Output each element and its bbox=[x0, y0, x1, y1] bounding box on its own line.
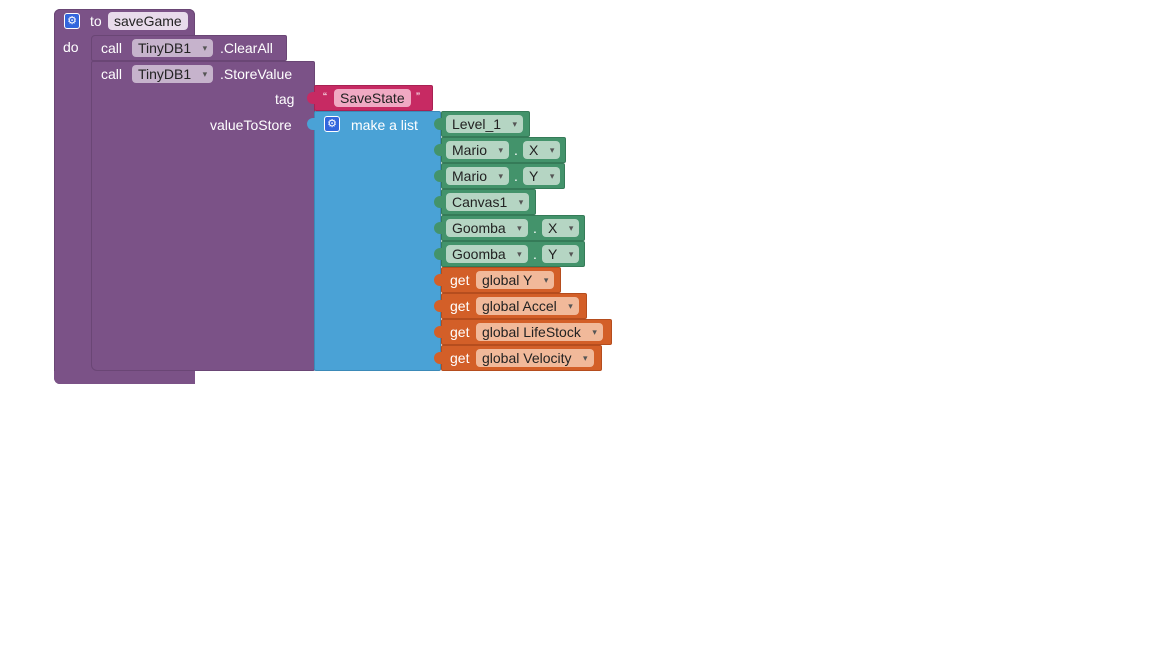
keyword-do: do bbox=[63, 39, 79, 55]
property-name: X bbox=[529, 142, 539, 158]
list-item-connector bbox=[434, 196, 442, 208]
component-dropdown[interactable]: Goomba ▾ bbox=[446, 219, 528, 237]
component-dropdown[interactable]: Level_1 ▾ bbox=[446, 115, 524, 133]
property-name: Y bbox=[529, 168, 539, 184]
gear-icon[interactable]: ⚙ bbox=[324, 116, 340, 132]
component-name: Mario bbox=[452, 168, 488, 184]
list-item-connector bbox=[434, 222, 442, 234]
list-item-connector bbox=[434, 326, 442, 338]
get-keyword: get bbox=[450, 298, 470, 314]
property-dot: . bbox=[514, 168, 518, 184]
list-item-connector bbox=[434, 170, 442, 182]
storevalue-component-dropdown[interactable]: TinyDB1 ▾ bbox=[132, 65, 214, 83]
list-item-connector bbox=[434, 118, 442, 130]
clearall-call-keyword: call bbox=[101, 40, 123, 56]
component-name: Goomba bbox=[452, 220, 506, 236]
list-item-connector bbox=[434, 274, 442, 286]
chevron-down-icon: ▾ bbox=[517, 249, 522, 259]
list-item-connector bbox=[434, 300, 442, 312]
chevron-down-icon: ▾ bbox=[568, 301, 573, 311]
chevron-down-icon: ▾ bbox=[543, 275, 549, 285]
variable-name: global Accel bbox=[482, 298, 557, 314]
variable-dropdown[interactable]: global Accel ▾ bbox=[476, 297, 579, 315]
gear-icon[interactable]: ⚙ bbox=[64, 13, 80, 29]
chevron-down-icon: ▾ bbox=[549, 145, 555, 155]
variable-dropdown[interactable]: global Y ▾ bbox=[476, 271, 555, 289]
procedure-name-field[interactable]: saveGame bbox=[108, 12, 188, 30]
component-dropdown[interactable]: Goomba ▾ bbox=[446, 245, 528, 263]
get-keyword: get bbox=[450, 350, 470, 366]
chevron-down-icon: ▾ bbox=[592, 327, 597, 337]
storevalue-method: .StoreValue bbox=[220, 66, 293, 82]
value-to-store-label: valueToStore bbox=[210, 117, 292, 133]
chevron-down-icon: ▾ bbox=[549, 171, 555, 181]
variable-name: global Velocity bbox=[482, 350, 572, 366]
property-dropdown[interactable]: Y ▾ bbox=[523, 167, 561, 185]
property-dot: . bbox=[533, 246, 537, 262]
property-dropdown[interactable]: X ▾ bbox=[523, 141, 561, 159]
chevron-down-icon: ▾ bbox=[568, 223, 574, 233]
property-name: Y bbox=[548, 246, 558, 262]
clearall-method: .ClearAll bbox=[220, 40, 273, 56]
tag-label: tag bbox=[275, 91, 295, 107]
chevron-down-icon: ▾ bbox=[202, 69, 208, 79]
make-a-list-connector bbox=[307, 118, 315, 130]
variable-name: global Y bbox=[482, 272, 533, 288]
storevalue-call-keyword: call bbox=[101, 66, 123, 82]
chevron-down-icon: ▾ bbox=[498, 171, 504, 181]
chevron-down-icon: ▾ bbox=[568, 249, 574, 259]
list-item-connector bbox=[434, 248, 442, 260]
close-quote: ” bbox=[416, 90, 420, 104]
component-name: Level_1 bbox=[452, 116, 502, 132]
variable-dropdown[interactable]: global Velocity ▾ bbox=[476, 349, 594, 367]
get-keyword: get bbox=[450, 272, 470, 288]
chevron-down-icon: ▾ bbox=[517, 223, 522, 233]
make-a-list-label: make a list bbox=[351, 117, 418, 133]
variable-name: global LifeStock bbox=[482, 324, 581, 340]
component-dropdown[interactable]: Mario ▾ bbox=[446, 141, 510, 159]
chevron-down-icon: ▾ bbox=[582, 353, 588, 363]
get-keyword: get bbox=[450, 324, 470, 340]
text-block-connector bbox=[307, 92, 315, 104]
chevron-down-icon: ▾ bbox=[202, 43, 208, 53]
component-dropdown[interactable]: Mario ▾ bbox=[446, 167, 510, 185]
open-quote: “ bbox=[323, 90, 327, 104]
variable-dropdown[interactable]: global LifeStock ▾ bbox=[476, 323, 603, 341]
make-a-list-block[interactable] bbox=[314, 111, 441, 371]
component-dropdown[interactable]: Canvas1 ▾ bbox=[446, 193, 530, 211]
property-dropdown[interactable]: Y ▾ bbox=[542, 245, 580, 263]
text-value-field[interactable]: SaveState bbox=[334, 89, 411, 107]
list-item-connector bbox=[434, 144, 442, 156]
chevron-down-icon: ▾ bbox=[512, 119, 518, 129]
procedure-name: saveGame bbox=[114, 13, 182, 29]
keyword-to: to bbox=[90, 13, 102, 29]
property-dropdown[interactable]: X ▾ bbox=[542, 219, 580, 237]
chevron-down-icon: ▾ bbox=[518, 197, 524, 207]
storevalue-block[interactable] bbox=[91, 61, 315, 371]
component-name: Mario bbox=[452, 142, 488, 158]
list-item-connector bbox=[434, 352, 442, 364]
procedure-bottom-bar bbox=[54, 371, 195, 384]
component-name: Canvas1 bbox=[452, 194, 508, 210]
text-value: SaveState bbox=[340, 90, 405, 106]
chevron-down-icon: ▾ bbox=[498, 145, 504, 155]
clearall-component: TinyDB1 bbox=[138, 40, 192, 56]
property-dot: . bbox=[514, 142, 518, 158]
clearall-component-dropdown[interactable]: TinyDB1 ▾ bbox=[132, 39, 214, 57]
property-name: X bbox=[548, 220, 558, 236]
storevalue-component: TinyDB1 bbox=[138, 66, 192, 82]
component-name: Goomba bbox=[452, 246, 506, 262]
property-dot: . bbox=[533, 220, 537, 236]
